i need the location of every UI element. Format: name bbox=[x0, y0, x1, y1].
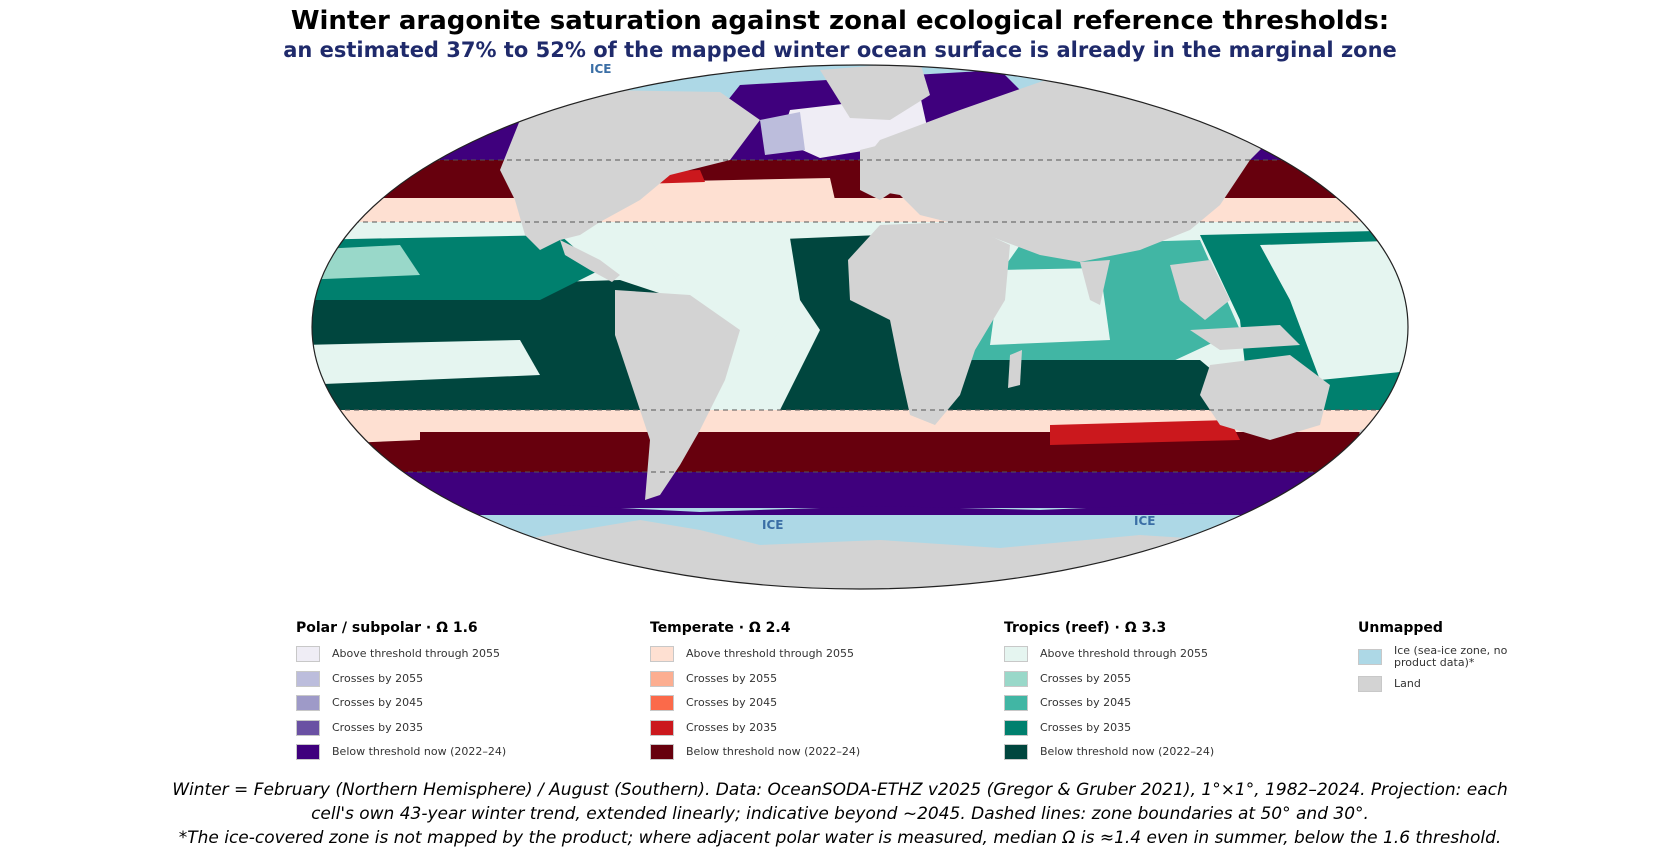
chart-subtitle: an estimated 37% to 52% of the mapped wi… bbox=[283, 38, 1397, 62]
legend-row: Crosses by 2055 bbox=[650, 667, 940, 692]
north-atlantic-temperate-light bbox=[630, 178, 840, 222]
legend-row: Crosses by 2045 bbox=[650, 691, 940, 716]
legend-swatch bbox=[650, 670, 674, 687]
legend-row: Above threshold through 2055 bbox=[296, 642, 586, 667]
legend-label: Crosses by 2045 bbox=[686, 696, 778, 710]
legend-row: Crosses by 2035 bbox=[296, 716, 586, 741]
zone-boundaries bbox=[312, 159, 1408, 473]
legend-row: Crosses by 2055 bbox=[296, 667, 586, 692]
legend-swatch bbox=[1004, 646, 1028, 663]
legend-row: Above threshold through 2055 bbox=[650, 642, 940, 667]
legend-row: Crosses by 2045 bbox=[1004, 691, 1294, 716]
south-america bbox=[615, 290, 740, 500]
legend-row: Below threshold now (2022–24) bbox=[650, 740, 940, 765]
legend-header-temperate: Temperate · Ω 2.4 bbox=[650, 620, 791, 636]
legend-temperate: Temperate · Ω 2.4 Above threshold throug… bbox=[650, 620, 940, 765]
south-temperate-light-extra bbox=[312, 410, 420, 445]
indonesia bbox=[1190, 325, 1300, 350]
legend-unmapped: Unmapped Ice (sea-ice zone, no product d… bbox=[1358, 620, 1558, 697]
india bbox=[1080, 260, 1110, 305]
legend-row: Above threshold through 2055 bbox=[1004, 642, 1294, 667]
footnote: Winter = February (Northern Hemisphere) … bbox=[0, 778, 1680, 850]
legend-swatch bbox=[296, 695, 320, 712]
legend-row: Crosses by 2055 bbox=[1004, 667, 1294, 692]
legend-swatch bbox=[1004, 670, 1028, 687]
tropics-east-pacific-light bbox=[312, 340, 540, 385]
australia bbox=[1200, 355, 1330, 440]
legend-swatch bbox=[296, 719, 320, 736]
north-atlantic-polar-mid bbox=[760, 112, 805, 155]
legend-swatch bbox=[296, 646, 320, 663]
footnote-line: *The ice-covered zone is not mapped by t… bbox=[178, 828, 1502, 848]
legend-label: Land bbox=[1394, 677, 1421, 691]
legend-label: Ice (sea-ice zone, no product data)* bbox=[1394, 644, 1508, 669]
world-map: ICE ICE ICE bbox=[311, 62, 1409, 590]
chart-title: Winter aragonite saturation against zona… bbox=[290, 6, 1390, 36]
legend-swatch bbox=[296, 670, 320, 687]
legend-swatch bbox=[650, 744, 674, 761]
footnote-line: cell's own 43-year winter trend, extende… bbox=[311, 804, 1369, 824]
madagascar bbox=[1008, 350, 1022, 388]
south-ice-edge bbox=[312, 500, 1408, 515]
north-temperate-light bbox=[312, 198, 1408, 222]
legend-tropics: Tropics (reef) · Ω 3.3 Above threshold t… bbox=[1004, 620, 1294, 765]
europe-west bbox=[860, 140, 910, 200]
africa bbox=[848, 222, 1010, 425]
legend-label: Below threshold now (2022–24) bbox=[1040, 745, 1215, 759]
legend-label: Above threshold through 2055 bbox=[1040, 647, 1209, 661]
central-america bbox=[560, 240, 620, 282]
legend-label: Below threshold now (2022–24) bbox=[686, 745, 861, 759]
tropics-indian-ocean-light bbox=[990, 268, 1110, 345]
legend-swatch bbox=[1004, 695, 1028, 712]
legend-header-polar: Polar / subpolar · Ω 1.6 bbox=[296, 620, 478, 636]
legend-label: Crosses by 2045 bbox=[332, 696, 424, 710]
legend-label: Above threshold through 2055 bbox=[686, 647, 855, 661]
legend-row: Crosses by 2045 bbox=[296, 691, 586, 716]
ice-label-south-b: ICE bbox=[1134, 514, 1155, 528]
legend-swatch bbox=[1358, 676, 1382, 693]
legend-label: Crosses by 2045 bbox=[1040, 696, 1132, 710]
legend-swatch bbox=[650, 719, 674, 736]
legend-row: Crosses by 2035 bbox=[650, 716, 940, 741]
legend-swatch bbox=[1358, 649, 1382, 665]
legend-header-unmapped: Unmapped bbox=[1358, 620, 1443, 636]
legend-row: Below threshold now (2022–24) bbox=[1004, 740, 1294, 765]
north-america bbox=[500, 90, 760, 250]
legend-label: Crosses by 2055 bbox=[1040, 671, 1132, 685]
legend-polar: Polar / subpolar · Ω 1.6 Above threshold… bbox=[296, 620, 586, 765]
legend-label: Crosses by 2055 bbox=[686, 671, 778, 685]
south-temperate-mid bbox=[1050, 420, 1240, 445]
north-polar-water bbox=[312, 120, 520, 160]
legend-label: Crosses by 2055 bbox=[332, 671, 424, 685]
tropics-atlantic-light bbox=[650, 238, 800, 370]
legend-swatch bbox=[650, 646, 674, 663]
footnote-line: Winter = February (Northern Hemisphere) … bbox=[172, 780, 1508, 800]
map-outline bbox=[311, 64, 1409, 590]
legend-header-tropics: Tropics (reef) · Ω 3.3 bbox=[1004, 620, 1167, 636]
legend-row: Land bbox=[1358, 672, 1558, 697]
legend-swatch bbox=[1004, 744, 1028, 761]
legend-swatch bbox=[650, 695, 674, 712]
legend-label: Above threshold through 2055 bbox=[332, 647, 501, 661]
tropics-west-pacific-light bbox=[1260, 240, 1408, 380]
ice-label-south-a: ICE bbox=[762, 518, 783, 532]
legend-row: Below threshold now (2022–24) bbox=[296, 740, 586, 765]
legend-row: Ice (sea-ice zone, no product data)* bbox=[1358, 642, 1558, 672]
legend-label: Crosses by 2035 bbox=[686, 720, 778, 734]
legend-label: Crosses by 2035 bbox=[332, 720, 424, 734]
tropics-east-pacific-lightteal bbox=[312, 245, 420, 280]
ice-label-north: ICE bbox=[590, 62, 611, 76]
southeast-asia bbox=[1170, 260, 1230, 320]
greenland bbox=[820, 65, 930, 120]
legend-swatch bbox=[1004, 719, 1028, 736]
legend-label: Below threshold now (2022–24) bbox=[332, 745, 507, 759]
map-body bbox=[312, 65, 1408, 589]
legend-label: Crosses by 2035 bbox=[1040, 720, 1132, 734]
legend-row: Crosses by 2035 bbox=[1004, 716, 1294, 741]
legend-swatch bbox=[296, 744, 320, 761]
